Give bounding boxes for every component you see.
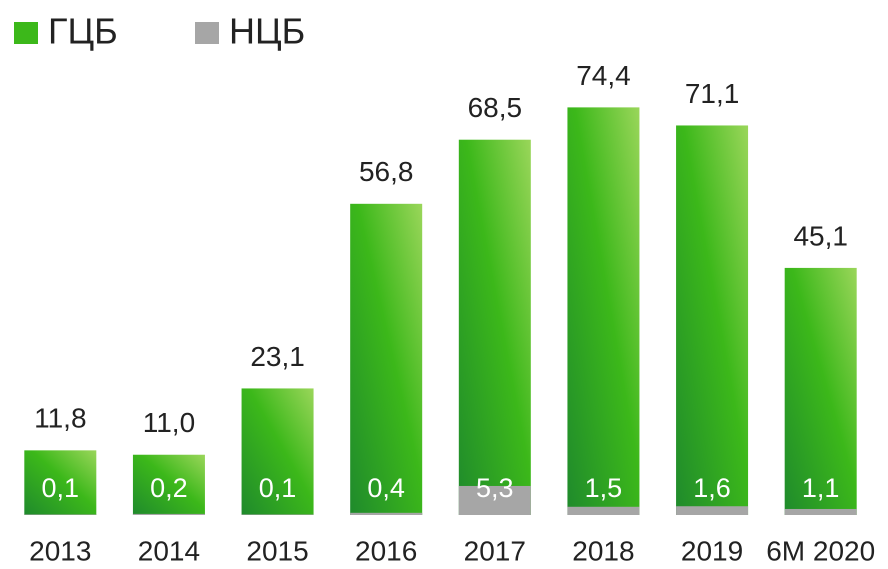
- value-label: 1,1: [802, 473, 840, 503]
- legend-swatch: [195, 22, 219, 44]
- value-label: 45,1: [793, 220, 848, 251]
- value-label: 68,5: [468, 92, 523, 123]
- value-label: 0,2: [150, 473, 188, 503]
- value-label: 1,6: [693, 473, 731, 503]
- legend-label: НЦБ: [229, 11, 305, 52]
- bar: [458, 139, 531, 515]
- bar: [676, 125, 749, 515]
- x-tick-label: 2013: [29, 535, 91, 566]
- value-label: 0,1: [42, 473, 80, 503]
- bar: [241, 514, 314, 515]
- bar: [350, 512, 423, 515]
- bar: [784, 267, 857, 515]
- bar: [24, 514, 97, 515]
- value-label: 0,1: [259, 473, 297, 503]
- value-label: 71,1: [685, 78, 740, 109]
- x-tick-label: 6М 2020: [766, 535, 875, 566]
- bar: [132, 454, 205, 515]
- bar: [350, 203, 423, 515]
- bar: [24, 450, 97, 515]
- bar: [241, 388, 314, 515]
- value-label: 74,4: [576, 60, 631, 91]
- value-label: 56,8: [359, 156, 414, 187]
- value-label: 23,1: [250, 341, 305, 372]
- value-label: 11,8: [34, 403, 86, 434]
- value-label: 11,0: [143, 407, 195, 438]
- legend-swatch: [14, 22, 38, 44]
- x-tick-label: 2015: [246, 535, 308, 566]
- x-tick-label: 2014: [138, 535, 200, 566]
- bar: [784, 508, 857, 515]
- bar: [567, 506, 640, 515]
- bar: [132, 513, 205, 515]
- x-tick-label: 2019: [681, 535, 743, 566]
- bar: [458, 485, 531, 515]
- x-tick-label: 2016: [355, 535, 417, 566]
- x-tick-label: 2018: [572, 535, 634, 566]
- value-label: 1,5: [585, 473, 623, 503]
- legend-label: ГЦБ: [48, 11, 118, 52]
- bar: [676, 506, 749, 515]
- value-label: 5,3: [476, 473, 514, 503]
- value-label: 0,4: [367, 473, 405, 503]
- x-tick-label: 2017: [464, 535, 526, 566]
- bar: [567, 107, 640, 515]
